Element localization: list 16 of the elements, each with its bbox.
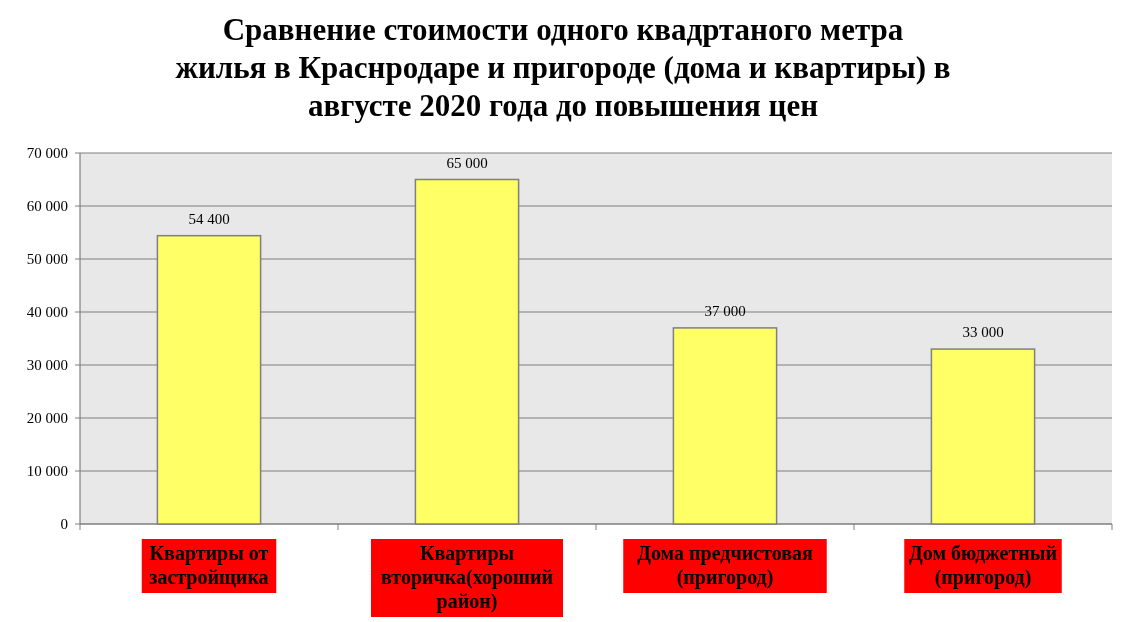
y-tick-label: 30 000	[26, 357, 68, 373]
x-tick-label: Квартиры вторичка(хороший район)	[381, 542, 553, 613]
y-tick-label: 40 000	[26, 304, 68, 320]
y-tick-label: 60 000	[26, 198, 68, 214]
x-tick-label: Дома предчистовая (пригород)	[637, 542, 813, 589]
y-tick-label: 0	[60, 516, 68, 532]
y-tick-label: 10 000	[26, 463, 68, 479]
data-label: 37 000	[704, 302, 746, 319]
data-label: 33 000	[962, 324, 1004, 341]
data-label: 54 400	[188, 210, 230, 227]
y-tick-label: 20 000	[26, 410, 68, 426]
data-label: 65 000	[446, 154, 488, 171]
chart-title: Сравнение стоимости одного квадртаного метра жилья в Краснродаре и пригороде (дома и квартиры) в августе 2020 года до повышения цен	[175, 12, 951, 123]
y-tick-label: 50 000	[26, 251, 68, 267]
x-tick-label: Квартиры от застройщика	[149, 542, 269, 589]
y-tick-label: 70 000	[26, 145, 68, 161]
